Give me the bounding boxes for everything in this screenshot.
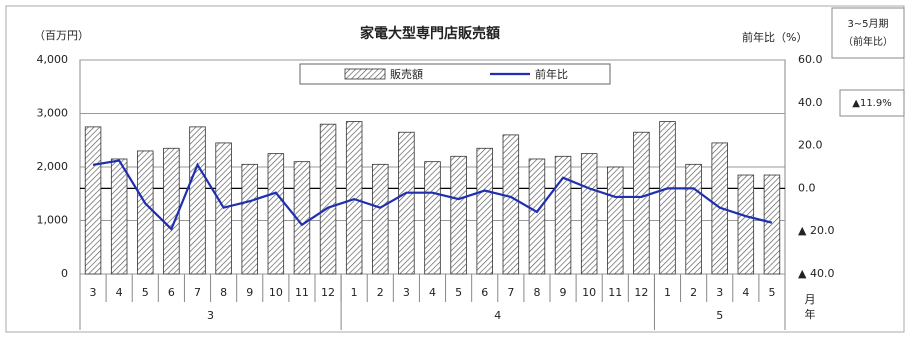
year-label: 4 xyxy=(494,309,501,322)
legend-label: 販売額 xyxy=(390,68,423,81)
x-tick-label: 1 xyxy=(664,286,671,299)
bar xyxy=(580,153,598,275)
y2-tick-label: 20.0 xyxy=(798,139,823,152)
annotation-value: ▲11.9% xyxy=(852,98,891,109)
bar xyxy=(424,161,441,275)
bar xyxy=(372,163,389,275)
y-tick-label: 3,000 xyxy=(37,107,69,120)
x-tick-label: 6 xyxy=(168,286,175,299)
x-tick-label: 10 xyxy=(269,286,283,299)
bar xyxy=(293,161,311,275)
x-axis-label: 月 xyxy=(805,293,816,306)
bar xyxy=(554,155,572,275)
bar xyxy=(633,131,650,275)
x-tick-label: 3 xyxy=(90,286,97,299)
x-tick-label: 11 xyxy=(608,286,622,299)
bar xyxy=(137,150,154,275)
x-tick-label: 4 xyxy=(116,286,123,299)
x-tick-label: 9 xyxy=(246,286,253,299)
x-tick-label: 1 xyxy=(351,286,358,299)
year-label: 3 xyxy=(207,309,214,322)
bar xyxy=(189,126,206,275)
x-tick-label: 8 xyxy=(533,286,540,299)
legend-label: 前年比 xyxy=(535,67,568,81)
bar xyxy=(476,147,493,275)
bar xyxy=(319,123,337,275)
y-tick-label: 0 xyxy=(61,267,68,280)
x-tick-label: 3 xyxy=(716,286,723,299)
bar xyxy=(450,155,467,275)
chart-title: 家電大型専門店販売額 xyxy=(360,25,500,42)
x-tick-label: 8 xyxy=(220,286,227,299)
y2-tick-label: ▲ 20.0 xyxy=(798,224,834,237)
year-label: 5 xyxy=(716,309,723,322)
annotation-text: 3~5月期 xyxy=(847,18,888,30)
bar xyxy=(685,163,702,275)
y-tick-label: 2,000 xyxy=(37,160,69,173)
bar xyxy=(110,158,128,275)
x-tick-label: 2 xyxy=(690,286,697,299)
y2-tick-label: ▲ 40.0 xyxy=(798,267,834,280)
x-tick-label: 12 xyxy=(634,286,648,299)
x-tick-label: 6 xyxy=(481,286,488,299)
y2-tick-label: 0.0 xyxy=(798,181,816,194)
x-tick-label: 5 xyxy=(768,286,775,299)
bar xyxy=(763,174,781,275)
x-tick-label: 11 xyxy=(295,286,309,299)
y-axis-label: （百万円） xyxy=(34,29,89,42)
y-tick-label: 1,000 xyxy=(37,214,69,227)
x-tick-label: 5 xyxy=(142,286,149,299)
x-tick-label: 4 xyxy=(742,286,749,299)
x-axis-label: 年 xyxy=(805,307,816,321)
bar xyxy=(607,166,624,275)
x-tick-label: 9 xyxy=(560,286,567,299)
line xyxy=(92,159,773,231)
x-tick-label: 2 xyxy=(377,286,384,299)
x-tick-label: 10 xyxy=(582,286,596,299)
x-tick-label: 5 xyxy=(455,286,462,299)
annotation-box xyxy=(839,89,905,117)
bar xyxy=(163,147,180,275)
annotation-text: （前年比） xyxy=(843,35,893,48)
frame xyxy=(5,5,905,333)
bar xyxy=(528,158,546,275)
y-tick-label: 4,000 xyxy=(37,53,69,66)
bar xyxy=(502,134,520,275)
y2-tick-label: 40.0 xyxy=(798,96,823,109)
legend-swatch xyxy=(344,68,386,80)
bar xyxy=(84,126,102,275)
x-tick-label: 3 xyxy=(403,286,410,299)
bar xyxy=(267,153,285,275)
y2-tick-label: 60.0 xyxy=(798,53,823,66)
bar xyxy=(345,121,363,275)
bar xyxy=(659,121,676,275)
bar xyxy=(241,163,258,275)
bar xyxy=(398,131,415,275)
y2-axis-label: 前年比（%） xyxy=(742,30,807,44)
annotation-box xyxy=(831,7,905,59)
bar xyxy=(737,174,755,275)
x-tick-label: 12 xyxy=(321,286,335,299)
x-tick-label: 7 xyxy=(194,286,201,299)
x-tick-label: 7 xyxy=(507,286,514,299)
x-tick-label: 4 xyxy=(429,286,436,299)
